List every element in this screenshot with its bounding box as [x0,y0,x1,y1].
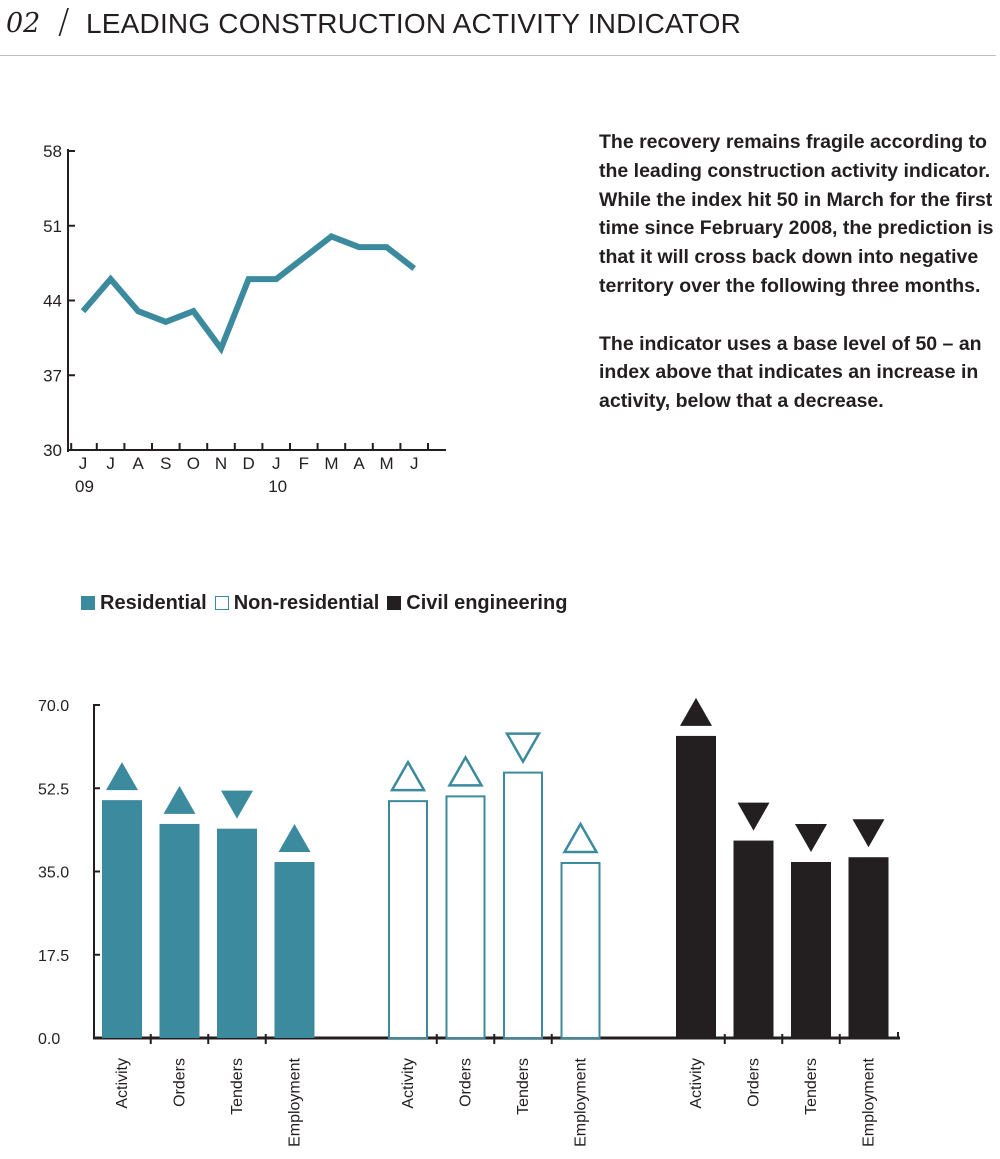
page-title: LEADING CONSTRUCTION ACTIVITY INDICATOR [86,8,741,39]
x-category-label: Employment [861,1057,878,1146]
bar-non-residential-tenders [503,771,543,1039]
y-tick-label: 70.0 [38,698,69,715]
trend-down-marker-residential-tenders [221,790,253,819]
y-tick-label: 0.0 [38,1031,60,1048]
commentary-paragraph-2: The indicator uses a base level of 50 – … [599,332,982,413]
y-tick-label: 37 [43,366,62,385]
trend-down-marker-civil-engineering-orders [737,802,770,831]
y-tick-label: 17.5 [38,948,69,965]
legend-item-civil-engineering: Civil engineering [387,592,567,615]
section-number: 02 [6,8,41,39]
trend-up-marker-non-residential-employment [562,821,599,854]
x-category-label: Orders [458,1058,475,1107]
x-tick-label: J [272,454,281,473]
x-tick-label: M [380,454,394,473]
legend-label-residential: Residential [100,591,207,614]
x-tick-label: J [410,454,419,473]
header-rule [0,55,996,56]
legend-swatch-civil-engineering [387,596,402,610]
bar-civil-engineering-orders [733,840,774,1038]
bar-civil-engineering-activity [676,735,716,1038]
index-series-line [80,233,417,355]
y-tick-label: 51 [43,217,62,236]
trend-up-marker-residential-activity [106,762,138,791]
bar-residential-activity [102,800,142,1038]
page-header: 02 / LEADING CONSTRUCTION ACTIVITY INDIC… [0,0,1000,56]
x-tick-label: J [79,454,88,473]
x-tick-label: N [215,454,227,473]
y-tick-label: 52.5 [38,781,69,798]
x-category-label: Activity [688,1058,705,1109]
year-label: 10 [268,477,287,496]
bar-chart-legend: Residential Non-residential Civil engine… [81,588,575,618]
trend-down-marker-non-residential-tenders [504,732,542,765]
bar-residential-employment [274,861,315,1038]
x-tick-label: F [299,454,309,473]
trend-up-marker-residential-employment [278,823,311,852]
commentary-text: The recovery remains fragile according t… [599,128,994,445]
x-category-label: Orders [746,1058,763,1107]
trend-up-marker-non-residential-activity [389,759,427,792]
components-bar-chart: 0.0 17.5 35.0 52.5 70.0 Activity Orders Tenders… [38,697,900,1147]
commentary-paragraph-1: The recovery remains fragile according t… [599,131,994,297]
y-tick-label: 35.0 [38,865,69,882]
trend-down-marker-civil-engineering-employment [852,819,885,848]
legend-label-non-residential: Non-residential [233,591,380,614]
x-tick-label: A [353,454,365,473]
trend-up-marker-non-residential-orders [447,754,484,787]
y-tick-label: 44 [43,292,62,311]
x-category-label: Tenders [803,1058,820,1115]
trend-up-marker-civil-engineering-activity [680,697,712,726]
bar-civil-engineering-employment [848,857,889,1038]
y-tick-label: 58 [43,142,62,161]
year-label: 09 [75,477,94,496]
legend-swatch-non-residential [214,596,229,610]
trend-up-marker-residential-orders [163,785,196,814]
x-tick-label: M [324,454,338,473]
legend-item-non-residential: Non-residential [214,591,380,615]
bar-civil-engineering-tenders [791,861,831,1038]
bar-residential-orders [159,823,200,1038]
x-category-label: Orders [172,1058,189,1107]
x-tick-label: O [187,454,200,473]
x-category-label: Tenders [515,1058,532,1115]
x-category-label: Activity [114,1058,131,1109]
x-tick-label: A [133,454,145,473]
x-tick-label: D [242,454,254,473]
bar-residential-tenders [217,828,257,1038]
x-tick-label: J [106,454,115,473]
header-divider-slash: / [58,2,70,42]
trend-down-marker-civil-engineering-tenders [795,823,827,852]
x-category-label: Activity [400,1058,417,1109]
x-category-label: Employment [573,1057,590,1146]
legend-swatch-residential [81,596,95,610]
legend-item-residential: Residential [81,592,207,615]
bar-non-residential-employment [560,861,601,1039]
x-category-label: Tenders [229,1058,246,1115]
legend-label-civil-engineering: Civil engineering [406,591,568,614]
y-tick-label: 30 [43,441,62,460]
x-category-label: Employment [287,1057,304,1146]
x-tick-label: S [160,454,171,473]
bar-non-residential-activity [388,800,428,1040]
bar-non-residential-orders [445,795,486,1039]
